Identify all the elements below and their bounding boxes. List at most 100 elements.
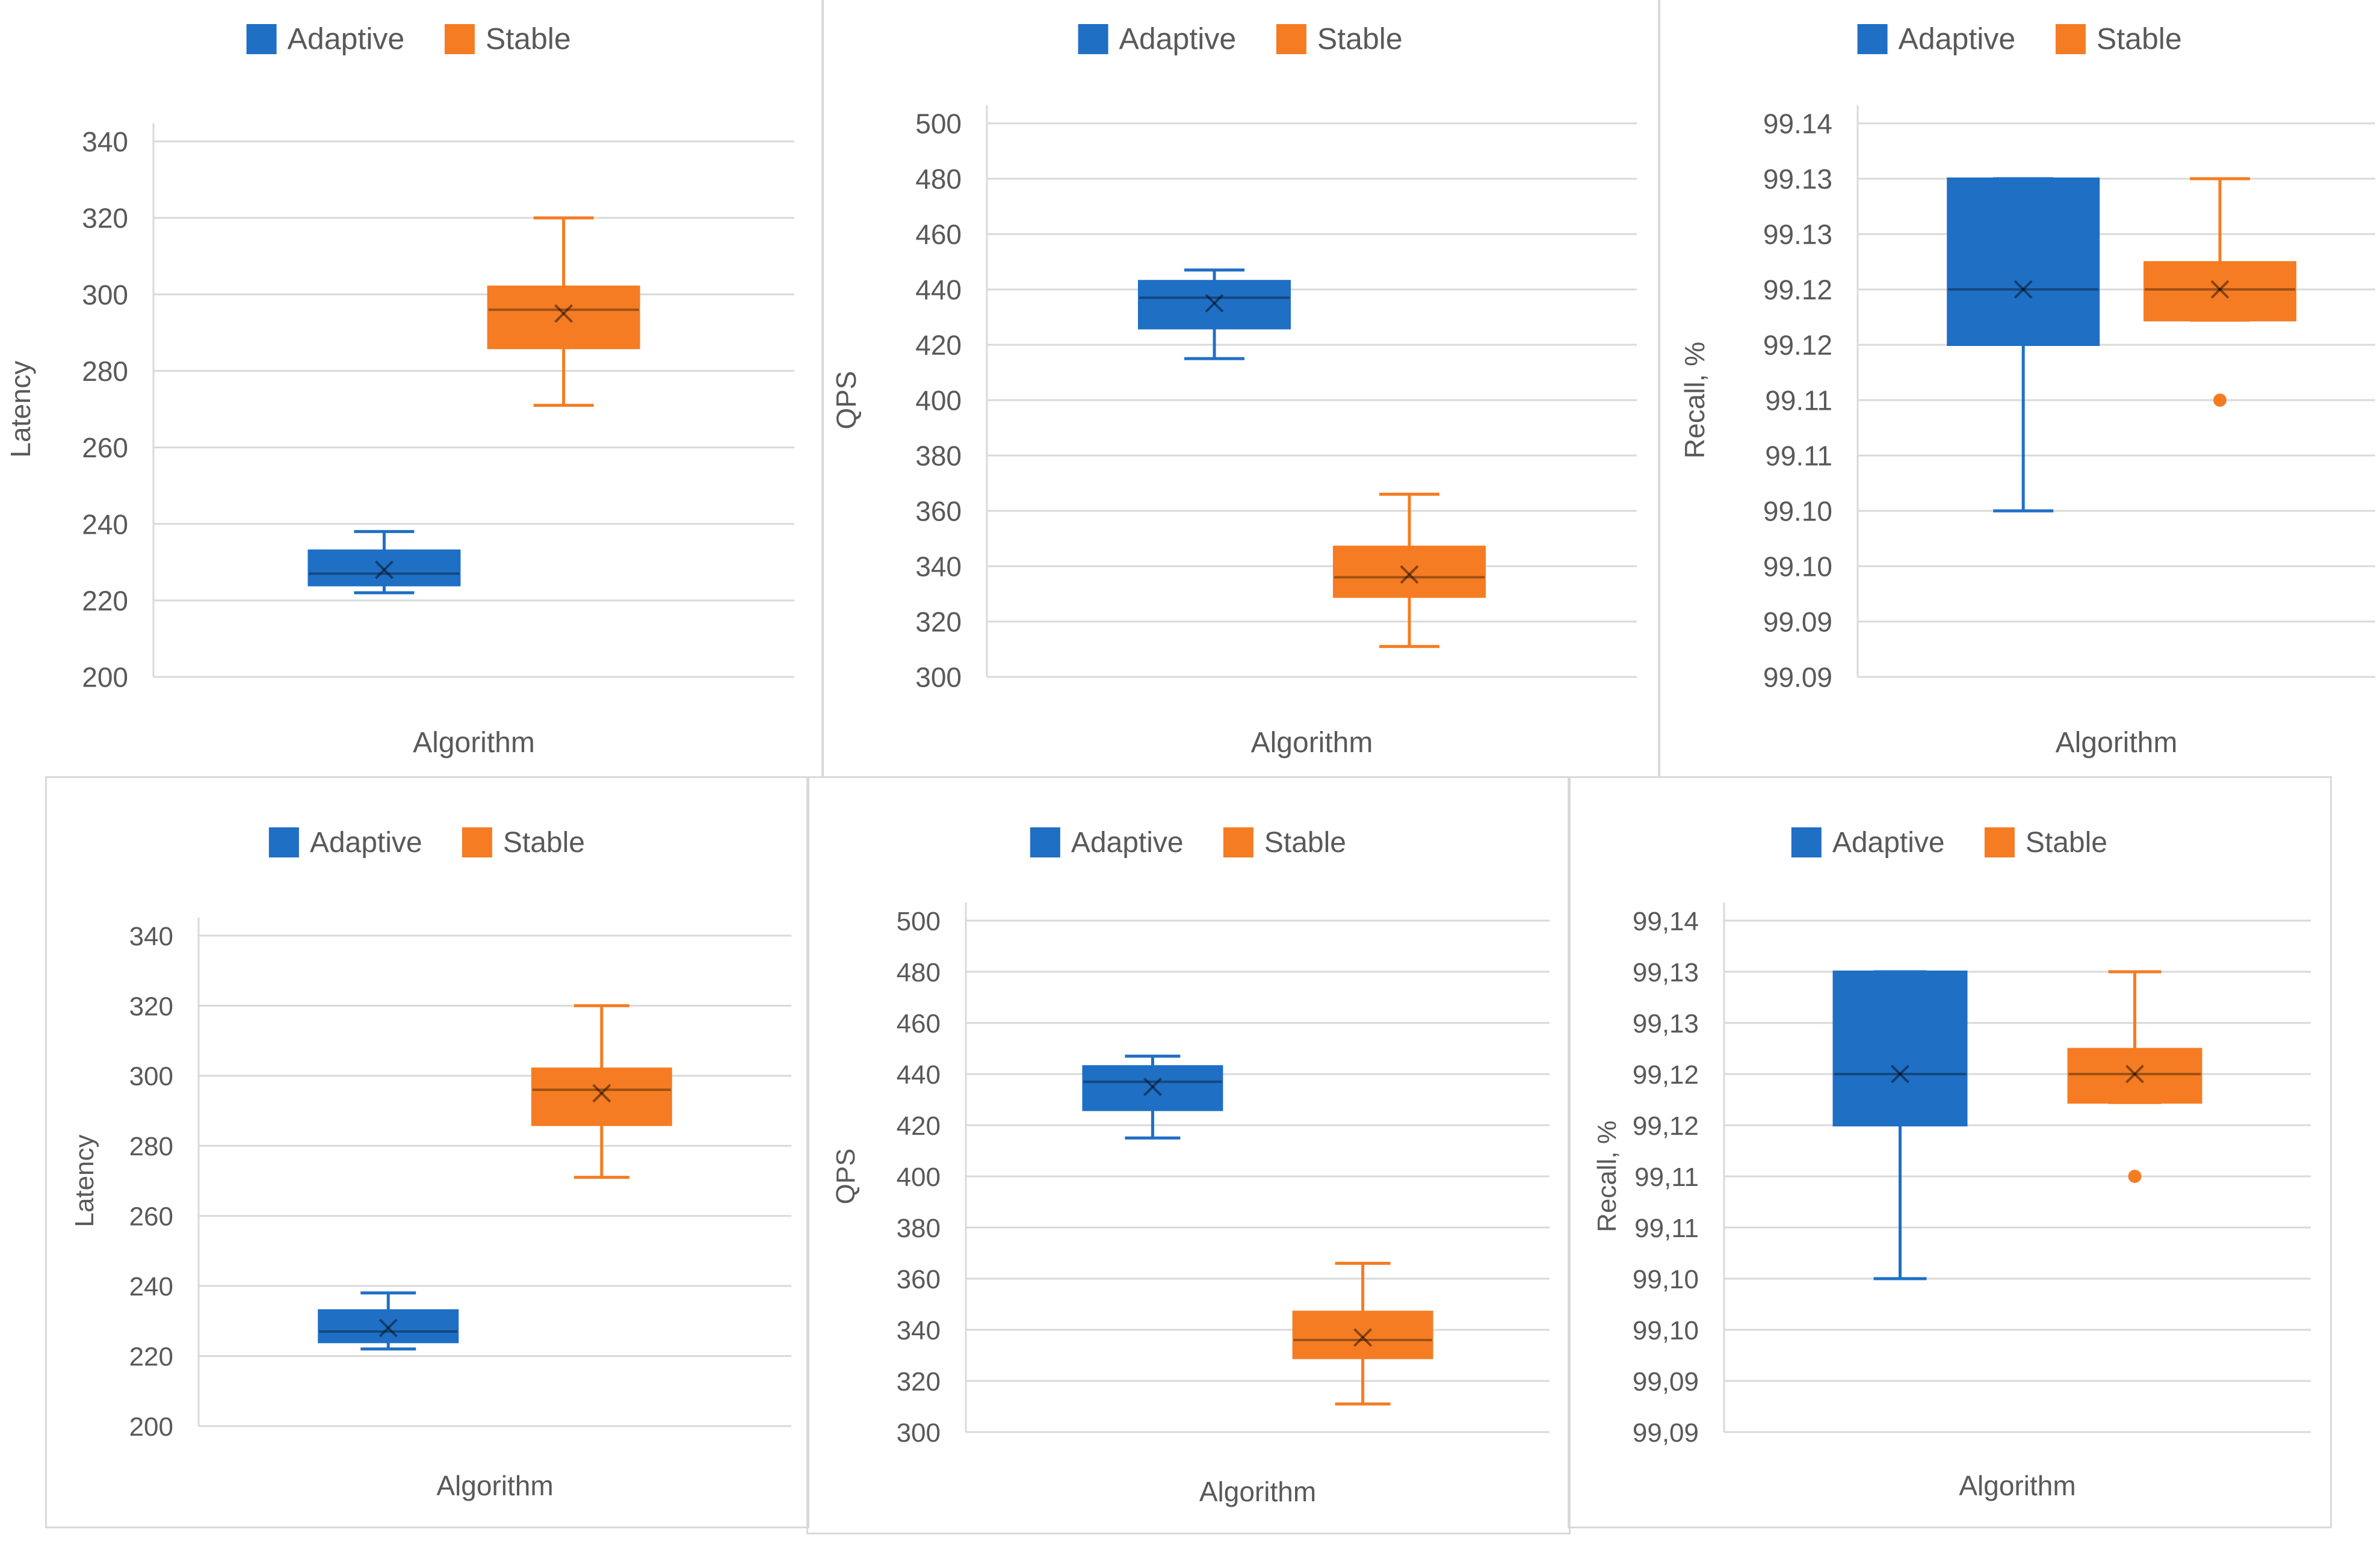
legend-swatch-stable	[1984, 827, 2015, 857]
y-tick-label: 99,10	[1633, 1265, 1699, 1294]
y-tick-label: 99,12	[1633, 1060, 1699, 1090]
chart-panel-qps-bottom: 300 320 340 360 380 400 420 440 460 480 500 QPS Algo…	[809, 779, 1568, 1531]
y-tick-label: 99.09	[1763, 662, 1832, 693]
y-tick-label: 99.13	[1763, 219, 1832, 250]
box-iqr	[308, 549, 461, 587]
y-tick-label: 340	[129, 922, 173, 951]
box-stable	[487, 216, 640, 407]
y-tick-label: 99.11	[1765, 440, 1832, 472]
legend-label-adaptive: Adaptive	[1119, 22, 1237, 56]
mean-marker	[1891, 1064, 1909, 1084]
mean-marker	[2210, 280, 2230, 299]
mean-marker	[1353, 1328, 1373, 1347]
y-tick-label: 400	[915, 385, 962, 416]
y-tick-label: 99.12	[1763, 274, 1832, 306]
y-tick-label: 99,13	[1633, 1009, 1699, 1039]
box-adaptive	[1832, 970, 1968, 1280]
y-tick-label: 480	[897, 958, 941, 987]
y-tick-label: 360	[915, 496, 962, 527]
x-axis-label: Algorithm	[1959, 1470, 2076, 1501]
box-stable	[2067, 970, 2202, 1183]
chart-panel-qps-top: 300 320 340 360 380 400 420 440 460 480 500 QPS Algo…	[826, 0, 1656, 776]
legend-label-stable: Stable	[1317, 22, 1403, 56]
y-tick-label: 99.10	[1763, 551, 1832, 582]
legend-swatch-adaptive	[1078, 24, 1108, 54]
y-tick-label: 220	[82, 585, 128, 616]
y-tick-label: 240	[129, 1272, 173, 1302]
y-tick-label: 420	[915, 330, 962, 361]
box-iqr	[1138, 280, 1291, 330]
legend-label-adaptive: Adaptive	[1832, 827, 1945, 859]
y-tick-label: 340	[82, 126, 128, 158]
y-tick-label: 99,14	[1633, 907, 1699, 936]
legend-swatch-adaptive	[1030, 827, 1060, 857]
mean-marker	[2014, 280, 2033, 299]
mean-marker	[1143, 1077, 1162, 1096]
y-tick-label: 99.13	[1763, 164, 1832, 195]
box-adaptive	[308, 530, 461, 594]
y-tick-label: 220	[129, 1342, 173, 1371]
mean-marker	[2014, 280, 2033, 299]
chart-panel-recall-bottom: 99,09 99,09 99,10 99,10 99,11 99,11 99,12 99,12…	[1571, 779, 2329, 1525]
y-tick-label: 300	[129, 1062, 173, 1092]
y-tick-label: 320	[897, 1367, 941, 1397]
mean-marker	[1205, 294, 1224, 313]
mean-marker	[2125, 1064, 2144, 1084]
box-stable	[1333, 492, 1486, 648]
legend-swatch-adaptive	[1857, 24, 1888, 54]
y-tick-label: 99.11	[1765, 385, 1832, 416]
box-adaptive	[1082, 1054, 1223, 1140]
legend-label-adaptive: Adaptive	[1071, 827, 1184, 859]
mean-marker	[379, 1318, 398, 1338]
y-axis-label: Latency	[5, 360, 36, 457]
mean-marker	[379, 1318, 398, 1338]
mean-marker	[592, 1084, 611, 1103]
box-iqr	[1082, 1065, 1223, 1111]
qps-box-chart-top: 300 320 340 360 380 400 420 440 460 480 500 QPS Algo…	[830, 22, 1637, 759]
box-iqr	[318, 1309, 459, 1344]
y-tick-label: 500	[897, 907, 941, 936]
legend-swatch-adaptive	[1791, 827, 1822, 857]
y-tick-label: 99,09	[1633, 1367, 1699, 1397]
box-iqr	[1832, 971, 1968, 1126]
y-tick-label: 340	[897, 1316, 941, 1345]
latency-box-chart-top: 200 220 240 260 280 300 320 340 Latency Algorithm…	[5, 22, 794, 759]
box-adaptive	[1947, 177, 2100, 513]
x-axis-label: Algorithm	[1199, 1476, 1316, 1507]
bottom-middle-frame	[806, 776, 1571, 1534]
separator-top-2	[1658, 0, 1660, 776]
recall-box-chart-top: 99.09 99.09 99.10 99.10 99.11 99.11 99.12 99.12…	[1679, 22, 2375, 759]
qps-box-chart-bottom: 300 320 340 360 380 400 420 440 460 480 500 QPS Algo…	[831, 827, 1550, 1507]
mean-marker	[2210, 280, 2230, 299]
legend-label-stable: Stable	[1264, 827, 1346, 859]
y-tick-label: 320	[129, 992, 173, 1021]
y-tick-label: 280	[129, 1132, 173, 1161]
x-axis-label: Algorithm	[1251, 727, 1373, 759]
box-iqr	[2144, 261, 2296, 322]
chart-panel-recall-top: 99.09 99.09 99.10 99.10 99.11 99.11 99.12 99.12…	[1662, 0, 2378, 776]
mean-marker	[374, 560, 394, 579]
y-tick-label: 99,09	[1633, 1418, 1699, 1448]
mean-marker	[374, 560, 394, 579]
recall-box-chart-bottom: 99,09 99,09 99,10 99,10 99,11 99,11 99,12 99,12…	[1592, 827, 2311, 1501]
legend-swatch-stable	[1276, 24, 1306, 54]
y-axis-label: Recall, %	[1592, 1120, 1622, 1232]
y-tick-label: 380	[915, 440, 962, 472]
box-adaptive	[318, 1291, 459, 1351]
y-tick-label: 99.12	[1763, 330, 1832, 361]
x-axis-label: Algorithm	[2056, 727, 2178, 759]
mean-marker	[1143, 1077, 1162, 1096]
mean-marker	[2125, 1064, 2144, 1084]
legend-label-adaptive: Adaptive	[288, 22, 405, 56]
legend-label-stable: Stable	[503, 827, 585, 859]
y-tick-label: 99,13	[1633, 958, 1699, 987]
box-stable	[1292, 1262, 1433, 1406]
y-tick-label: 320	[82, 203, 128, 234]
y-tick-label: 260	[129, 1202, 173, 1232]
y-tick-label: 300	[82, 279, 128, 310]
y-axis-label: QPS	[831, 1149, 861, 1205]
y-tick-label: 400	[897, 1163, 941, 1192]
legend-swatch-adaptive	[268, 827, 299, 857]
y-axis-label: Latency	[70, 1134, 99, 1227]
y-tick-label: 99.09	[1763, 607, 1832, 638]
